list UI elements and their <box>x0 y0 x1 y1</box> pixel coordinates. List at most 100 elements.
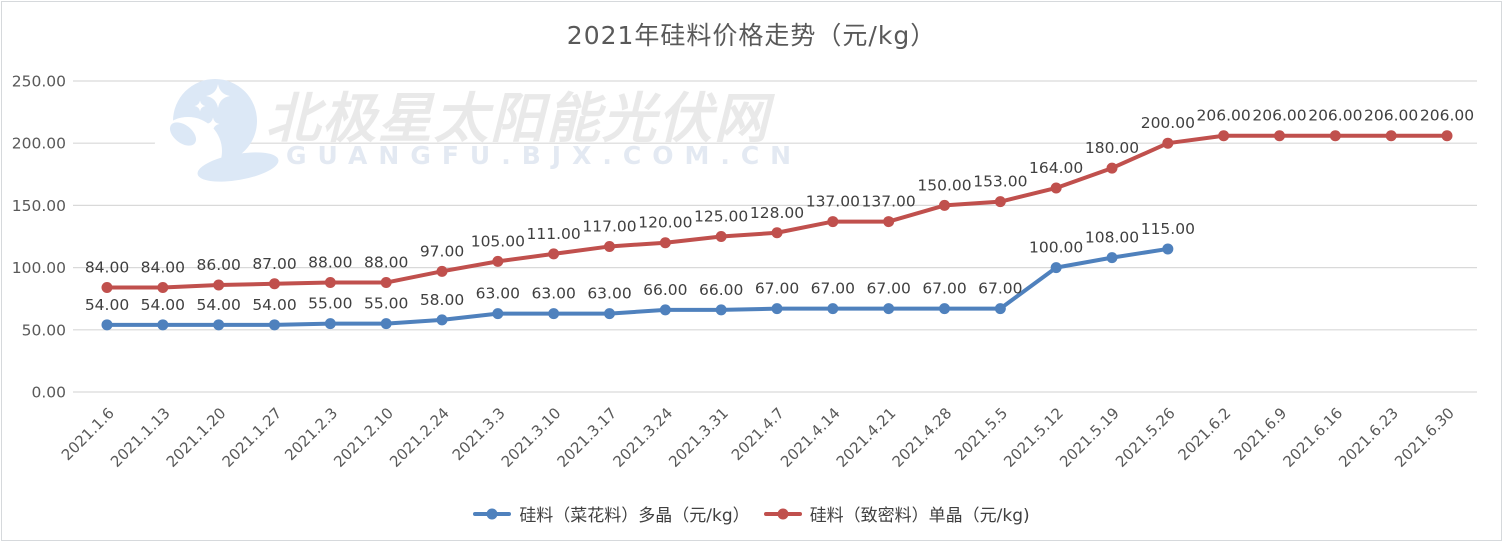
data-label: 100.00 <box>1029 239 1083 257</box>
data-point-marker <box>994 196 1006 208</box>
data-point-marker <box>883 303 895 315</box>
data-point-marker <box>1441 130 1453 142</box>
y-axis-tick-label: 200.00 <box>12 135 66 153</box>
data-point-marker <box>1162 137 1174 149</box>
data-point-marker <box>101 319 113 331</box>
star-sparkle-icon <box>194 100 206 112</box>
x-axis-tick-label: 2021.1.27 <box>219 404 286 471</box>
data-label: 84.00 <box>141 259 185 277</box>
data-point-marker <box>1106 162 1118 174</box>
watermark-text: 北极星太阳能光伏网 <box>266 87 776 150</box>
data-point-marker <box>715 231 727 242</box>
data-point-marker <box>436 314 448 326</box>
data-point-marker <box>1385 130 1397 142</box>
x-axis-tick-label: 2021.3.17 <box>554 404 621 471</box>
x-axis-tick-label: 2021.6.30 <box>1391 404 1458 471</box>
data-label: 180.00 <box>1085 139 1139 157</box>
data-label: 87.00 <box>252 255 296 273</box>
x-axis-tick-label: 2021.5.26 <box>1112 404 1179 471</box>
gridlines-group: 0.00 50.00 100.00 150.00 200.00 250.00 <box>12 73 1477 402</box>
data-label: 55.00 <box>308 295 352 313</box>
x-axis-tick-label: 2021.2.24 <box>386 404 453 471</box>
data-label: 128.00 <box>750 204 804 222</box>
watermark-subtext: GUANGFU.BJX.COM.CN <box>286 141 802 170</box>
data-label: 206.00 <box>1364 107 1418 125</box>
data-point-marker <box>604 308 615 320</box>
data-label: 206.00 <box>1420 107 1474 125</box>
data-label: 67.00 <box>755 280 799 298</box>
data-label: 108.00 <box>1085 229 1139 247</box>
legend-item-polycrystalline: 硅料（菜花料）多晶（元/kg） <box>473 501 750 526</box>
data-label: 63.00 <box>531 285 575 303</box>
star-sparkle-icon <box>193 125 203 135</box>
x-axis-tick-label: 2021.3.10 <box>498 404 565 471</box>
data-point-marker <box>157 282 169 294</box>
data-label: 117.00 <box>582 217 636 235</box>
data-point-marker <box>548 308 560 320</box>
data-point-marker <box>157 319 169 331</box>
x-axis-tick-label: 2021.3.31 <box>665 404 732 471</box>
data-label: 200.00 <box>1141 114 1195 132</box>
x-axis-tick-label: 2021.1.20 <box>163 404 230 471</box>
legend-label-polycrystalline: 硅料（菜花料）多晶（元/kg） <box>519 506 750 526</box>
data-label: 63.00 <box>587 285 631 303</box>
x-axis-tick-label: 2021.1.13 <box>107 404 174 471</box>
leaf-shape <box>169 122 197 146</box>
data-label: 88.00 <box>364 254 408 272</box>
data-point-marker <box>324 277 336 289</box>
data-point-marker <box>715 304 727 316</box>
x-axis-tick-label: 2021.6.16 <box>1279 404 1346 471</box>
x-axis-tick-label: 2021.6.2 <box>1175 404 1235 464</box>
data-label: 111.00 <box>527 225 581 243</box>
data-label: 206.00 <box>1252 107 1306 125</box>
data-point-marker <box>269 319 280 331</box>
data-point-marker <box>659 237 671 249</box>
data-label: 115.00 <box>1141 220 1195 238</box>
data-label: 67.00 <box>811 280 855 298</box>
data-point-marker <box>1218 130 1230 142</box>
data-label: 206.00 <box>1197 107 1251 125</box>
data-point-marker <box>436 265 448 277</box>
chart-legend: 硅料（菜花料）多晶（元/kg） 硅料（致密料）单晶（元/kg) <box>0 501 1503 526</box>
legend-dot-icon <box>486 508 498 519</box>
data-point-marker <box>1050 182 1062 194</box>
data-point-marker <box>659 304 671 316</box>
x-axis-tick-label: 2021.4.21 <box>833 404 900 471</box>
legend-line-marker-icon <box>763 508 802 519</box>
data-point-marker <box>213 279 225 291</box>
series-line <box>105 246 1170 327</box>
data-point-marker <box>101 282 113 294</box>
data-label: 54.00 <box>196 296 240 314</box>
data-point-marker <box>380 277 392 289</box>
data-point-marker <box>1050 262 1062 274</box>
data-label: 67.00 <box>978 280 1022 298</box>
data-label: 86.00 <box>196 256 240 274</box>
data-point-marker <box>269 278 280 290</box>
x-axis-tick-label: 2021.6.23 <box>1335 404 1402 471</box>
y-axis-tick-label: 0.00 <box>31 384 66 402</box>
data-point-marker <box>827 216 839 228</box>
data-label: 88.00 <box>308 254 352 272</box>
data-point-marker <box>1274 130 1285 142</box>
data-point-marker <box>548 248 560 260</box>
data-point-marker <box>1106 252 1118 264</box>
data-label: 67.00 <box>922 280 966 298</box>
data-point-marker <box>492 255 504 267</box>
data-label: 54.00 <box>85 296 129 314</box>
data-label: 137.00 <box>806 193 860 211</box>
legend-line-marker-icon <box>473 508 512 519</box>
data-point-marker <box>1329 130 1341 142</box>
y-axis-tick-label: 150.00 <box>12 197 66 215</box>
y-axis-tick-label: 250.00 <box>12 73 66 91</box>
data-label: 58.00 <box>420 291 464 309</box>
x-axis-tick-label: 2021.4.28 <box>889 404 956 471</box>
data-point-marker <box>213 319 225 331</box>
data-point-marker <box>771 227 783 239</box>
data-point-marker <box>492 308 504 320</box>
data-label: 150.00 <box>917 176 971 194</box>
data-label: 125.00 <box>694 208 748 226</box>
y-axis-tick-label: 100.00 <box>12 259 66 277</box>
data-label: 137.00 <box>862 193 916 211</box>
data-label: 54.00 <box>141 296 185 314</box>
